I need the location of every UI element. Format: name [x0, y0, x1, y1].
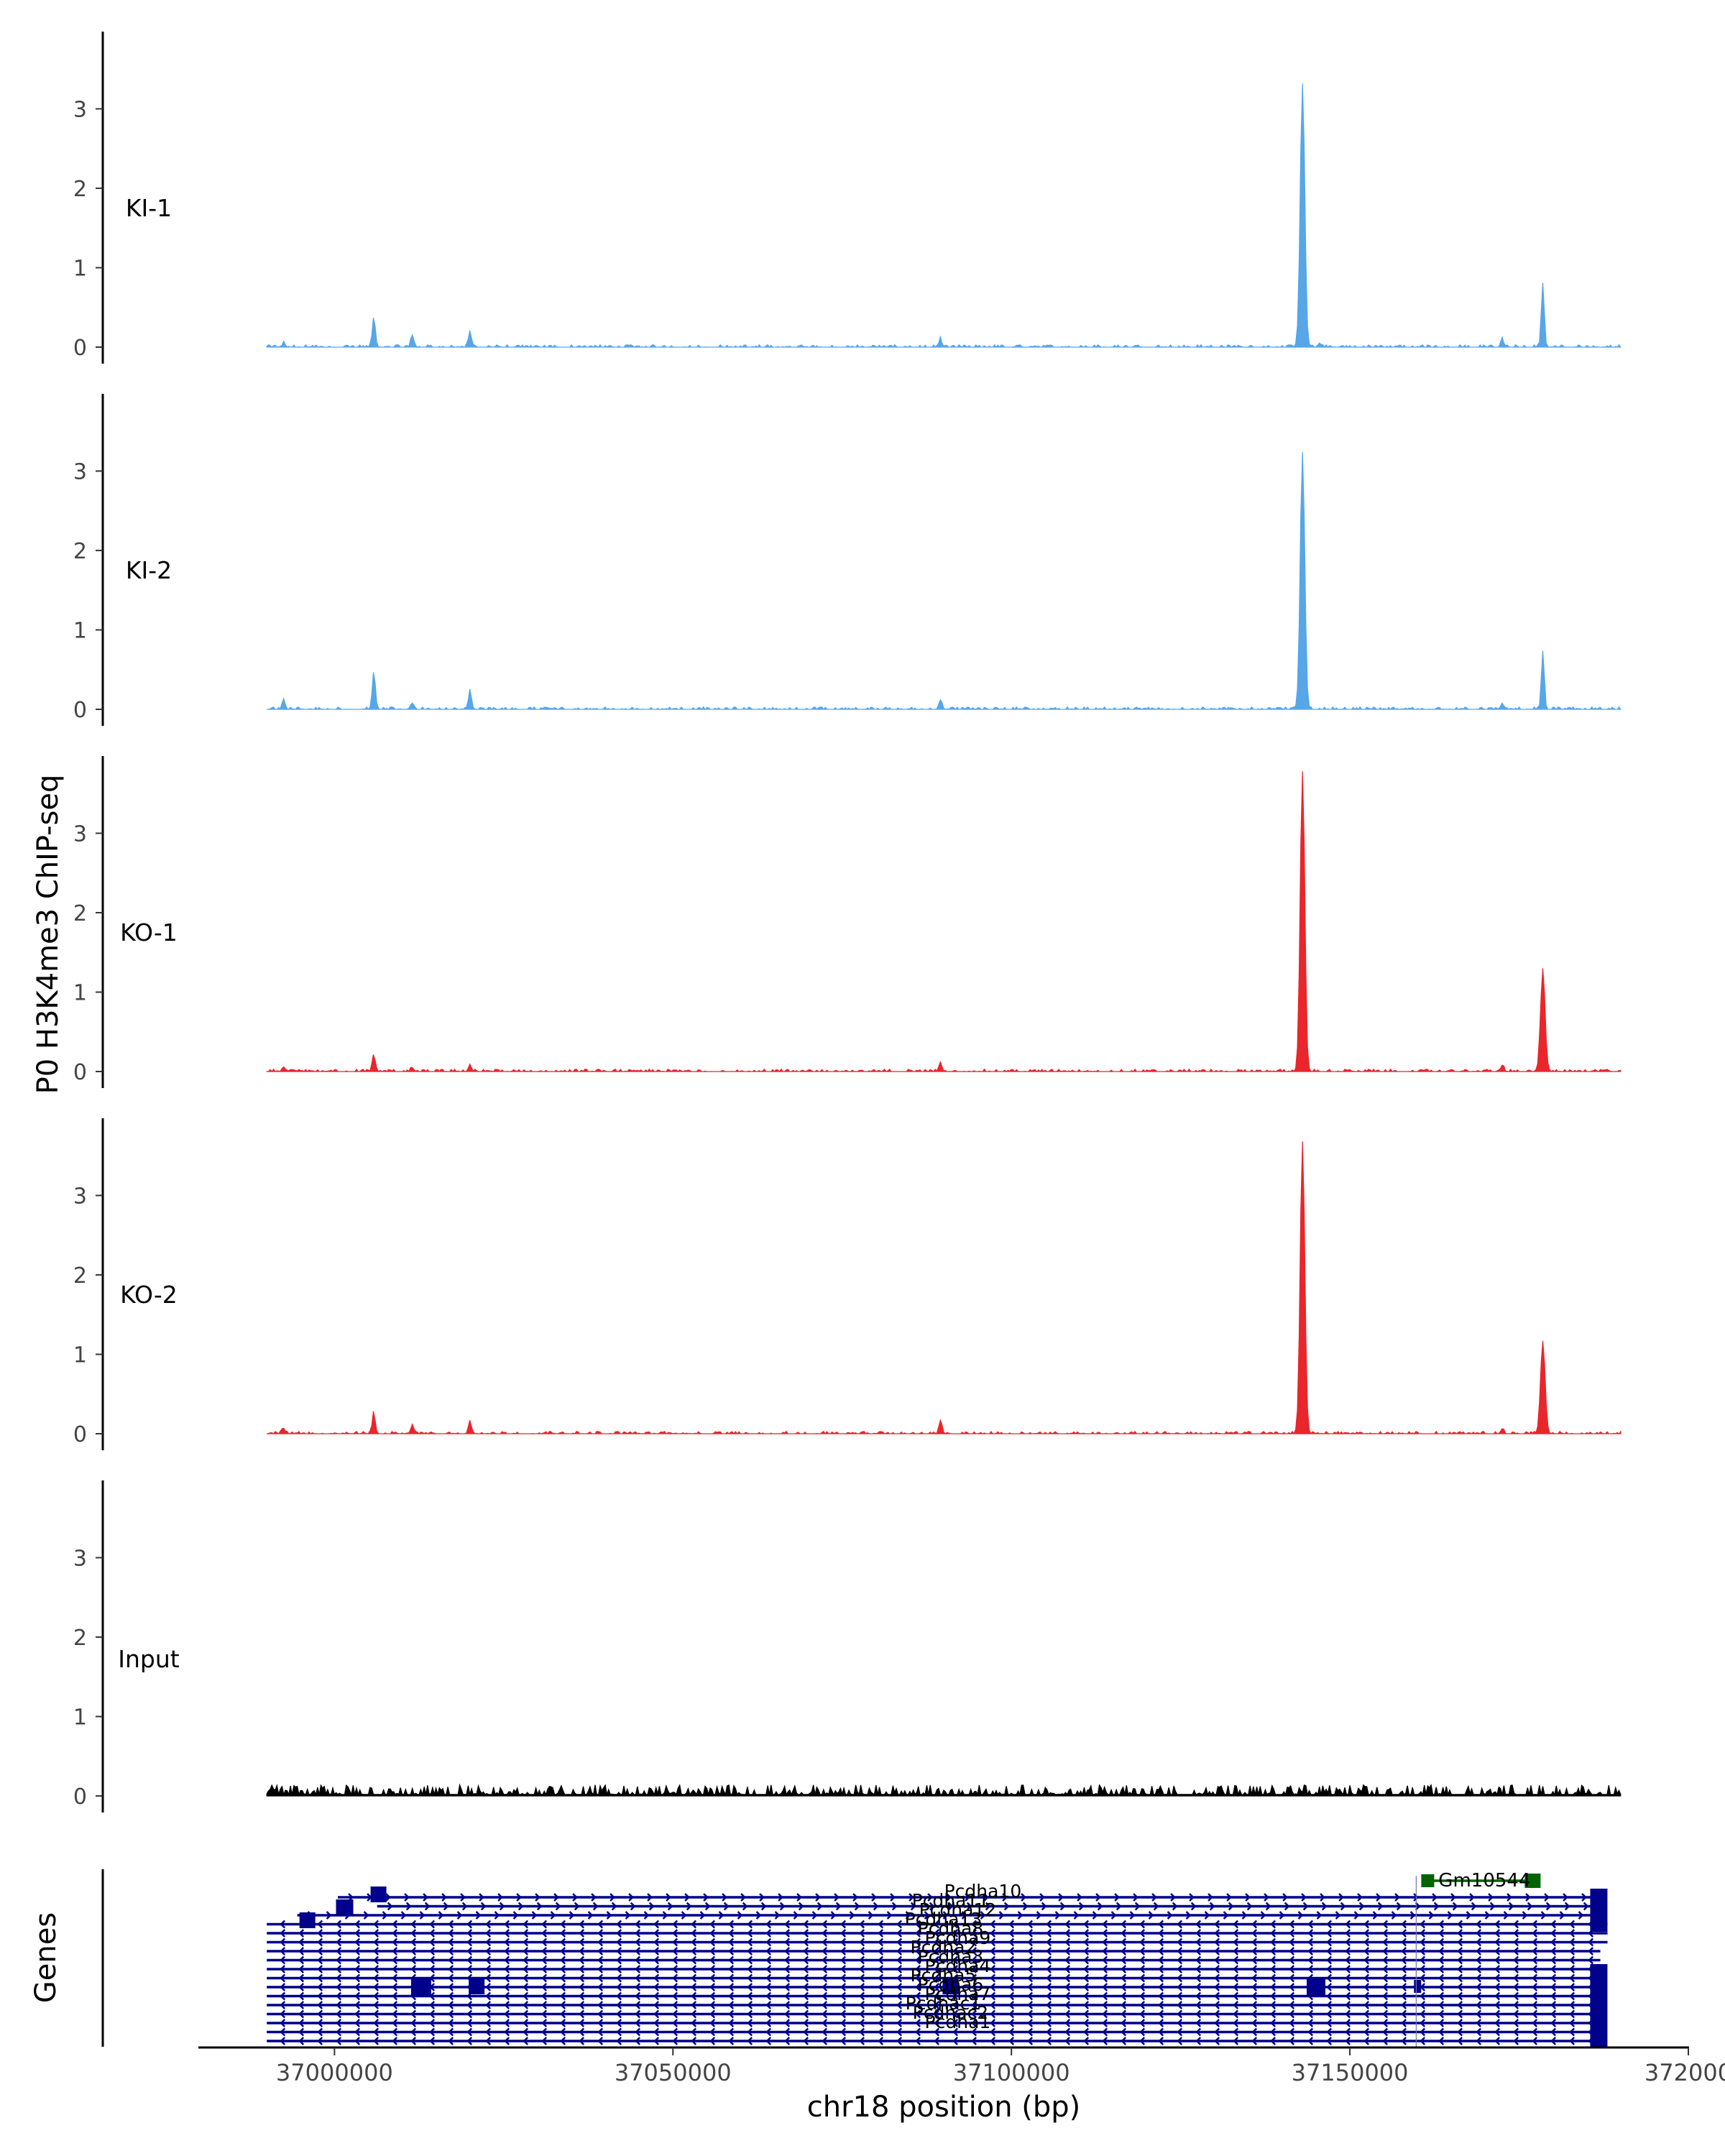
strand-chevrons	[280, 2001, 1594, 2009]
y-tick-label: 0	[73, 1784, 87, 1810]
gene-label: Pcdhac1	[906, 1993, 982, 2014]
signal-area	[266, 771, 1622, 1072]
strand-chevrons	[280, 2009, 1594, 2019]
y-tick-label: 1	[73, 980, 87, 1005]
y-tick-label: 2	[73, 1263, 87, 1289]
gene-label: Pcdha12	[919, 1899, 997, 1920]
sample-label: KI-1	[126, 194, 172, 222]
gene-label: Pcdha6	[918, 1974, 984, 1995]
strand-chevrons	[348, 1893, 1587, 1902]
signal-area	[267, 1141, 1622, 1435]
exon-block	[336, 1899, 354, 1915]
strand-chevrons	[280, 1938, 1594, 1947]
x-tick-label: 37100000	[953, 2059, 1070, 2086]
strand-chevrons	[280, 1965, 1594, 1973]
strand-chevrons	[280, 1947, 1594, 1955]
y-tick-label: 2	[73, 1626, 87, 1651]
strand-chevrons	[280, 1955, 1594, 1965]
y-tick-label: 3	[73, 459, 87, 484]
strand-chevrons	[280, 1929, 1594, 1938]
gene-label: Pcdha10	[944, 1881, 1022, 1902]
exon-block	[410, 1978, 431, 1995]
signal-area	[266, 83, 1622, 349]
strand-chevrons	[280, 2027, 1594, 2037]
x-tick-label: 37000000	[276, 2059, 393, 2086]
panel-ki-2: 0 1 2 3 KI-2	[73, 394, 1622, 726]
panel-input: 0 1 2 3 Input	[73, 1480, 1622, 1812]
strand-chevrons	[280, 1920, 1594, 1929]
gene-label: Pcdha8	[918, 1918, 984, 1939]
y-tick-label: 0	[73, 698, 87, 723]
x-tick-label: 37050000	[615, 2059, 732, 2086]
panel-ki-1: 0 1 2 3 KI-1	[73, 32, 1622, 364]
highlight-gene-exon	[1421, 1874, 1435, 1887]
y-tick-label: 1	[73, 1342, 87, 1368]
gene-label: Pcdha2	[911, 1937, 977, 1958]
gene-label: Pcdha1	[925, 2012, 991, 2032]
y-tick-label: 2	[73, 539, 87, 564]
y-tick-label: 2	[73, 177, 87, 202]
y-tick-label: 0	[73, 336, 87, 361]
x-tick-label: 37150000	[1292, 2059, 1409, 2086]
x-axis-title: chr18 position (bp)	[807, 2091, 1081, 2124]
y-tick-label: 0	[73, 1422, 87, 1447]
gene-label: Pcdha7	[925, 1984, 991, 2004]
y-tick-label: 3	[73, 97, 87, 122]
strand-chevrons	[387, 1902, 1589, 1911]
y-axis-title: P0 H3K4me3 ChIP-seq	[32, 775, 65, 1095]
highlight-gene-exon	[1524, 1874, 1541, 1888]
y-tick-label: 1	[73, 256, 87, 281]
exon-block	[1590, 1889, 1608, 1932]
y-tick-label: 3	[73, 1546, 87, 1571]
sample-label: KO-1	[120, 918, 178, 946]
exon-block	[370, 1886, 387, 1902]
gene-label: Pcdha9	[925, 1927, 991, 1948]
sample-label: Input	[118, 1645, 180, 1673]
gene-label: Pcdha3	[918, 1946, 984, 1967]
exon-block	[469, 1978, 485, 1994]
strand-chevrons	[280, 2019, 1594, 2027]
exon-block	[1307, 1978, 1325, 1995]
panel-ko-2: 0 1 2 3 KO-2	[73, 1118, 1622, 1450]
strand-chevrons	[280, 1991, 1594, 2001]
genes-track-label: Genes	[29, 1912, 63, 2003]
gene-label: Pcdha4	[925, 1955, 991, 1976]
y-tick-label: 1	[73, 1705, 87, 1730]
signal-area	[266, 1783, 1622, 1797]
gene-label: Pcdha11	[912, 1890, 990, 1911]
y-tick-label: 3	[73, 1184, 87, 1209]
panel-ko-1: 0 1 2 3 KO-1	[73, 756, 1622, 1088]
signal-panels: 0 1 2 3 KI-1 0 1 2 3 KI-2 0 1 2 3 KO-1 0 1 2 3 KO-2 0 1 2 3 Inpu…	[73, 32, 1622, 1812]
x-tick-label: 372000	[1644, 2059, 1725, 2086]
highlight-gene-label: Gm10544	[1438, 1870, 1530, 1892]
exon-block	[299, 1912, 316, 1928]
exon-block	[1590, 1964, 1608, 2047]
genes-track: Genes Gm10544 Pcdha10Pcdha11Pcdha12Pcdha13…	[29, 1869, 1608, 2047]
sample-label: KO-2	[120, 1281, 178, 1309]
exon-block	[1414, 1980, 1422, 1993]
strand-chevrons	[280, 2037, 1594, 2045]
y-tick-label: 0	[73, 1060, 87, 1085]
sample-label: KI-2	[126, 556, 172, 584]
signal-area	[267, 452, 1622, 711]
gene-label: Pcdhac2	[913, 2002, 989, 2023]
y-tick-label: 1	[73, 618, 87, 643]
y-tick-label: 3	[73, 821, 87, 847]
gene-label: Pcdha13	[905, 1909, 983, 1930]
gene-label: Pcdha5	[911, 1965, 977, 1986]
exon-block	[942, 1978, 959, 1994]
x-axis: 37000000 37050000 37100000 37150000 372000	[198, 2046, 1725, 2086]
y-tick-label: 2	[73, 901, 87, 926]
